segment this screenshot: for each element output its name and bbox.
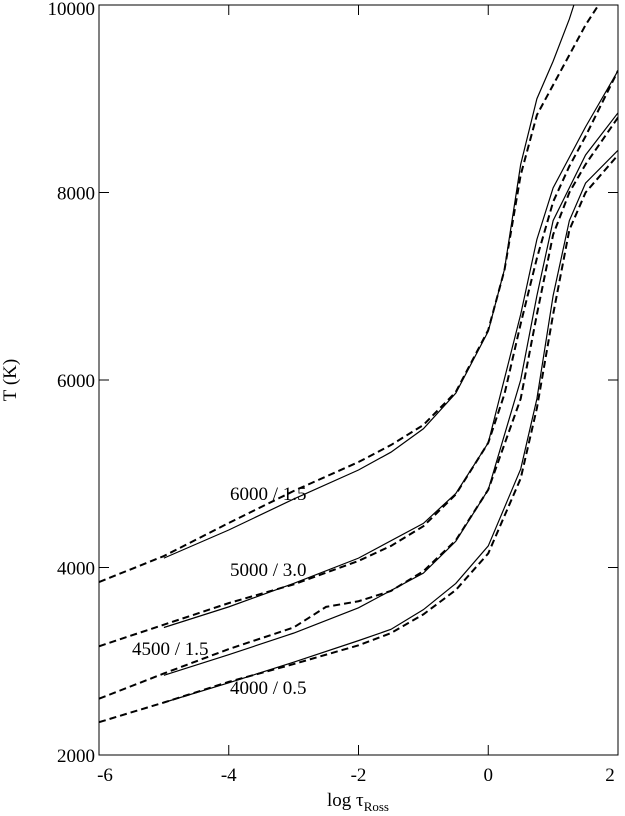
model-curve (163, 5, 575, 559)
y-tick-label: 4000 (57, 559, 95, 580)
x-tick-label: -6 (97, 765, 113, 786)
curve-label: 4500 / 1.5 (132, 639, 209, 660)
x-tick-label: 2 (605, 765, 615, 786)
x-tick-label: -4 (221, 765, 237, 786)
model-curve-dashed (99, 70, 618, 648)
y-tick-label: 6000 (57, 371, 95, 392)
x-axis-label: log τRoss (327, 790, 389, 814)
curves (99, 5, 618, 724)
model-curve-dashed (99, 154, 618, 724)
model-curve (163, 149, 618, 704)
y-tick-label: 8000 (57, 184, 95, 205)
x-tick-label: 0 (484, 765, 494, 786)
curve-label: 4000 / 0.5 (230, 678, 307, 699)
y-tick-label: 10000 (48, 0, 96, 20)
curve-label: 6000 / 1.5 (230, 484, 307, 505)
x-axis-label-main: log τ (327, 790, 364, 811)
x-tick-label: -2 (351, 765, 367, 786)
model-curve (163, 70, 618, 629)
x-axis-label-sub: Ross (364, 799, 389, 814)
model-curve-dashed (99, 116, 618, 700)
curve-label: 5000 / 3.0 (230, 560, 307, 581)
model-curve-dashed (99, 5, 600, 583)
model-curve (163, 112, 618, 676)
y-tick-label: 2000 (57, 746, 95, 767)
y-axis-label: T (K) (0, 359, 21, 401)
